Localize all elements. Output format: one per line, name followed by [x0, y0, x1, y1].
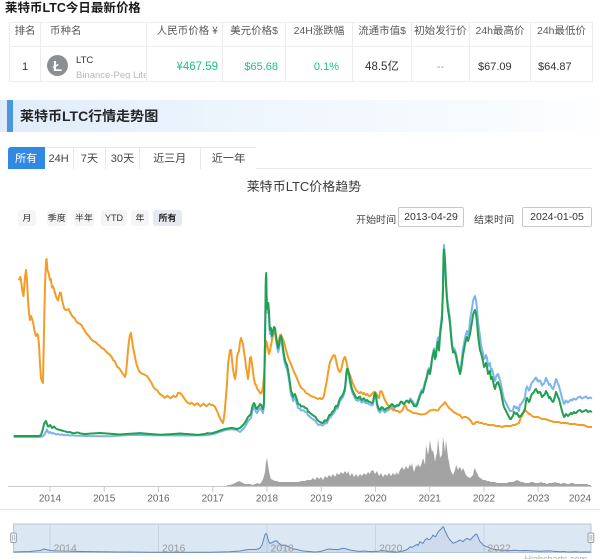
svg-text:2014: 2014	[39, 494, 62, 505]
svg-text:2018: 2018	[256, 494, 279, 505]
svg-text:2022: 2022	[488, 543, 512, 555]
svg-text:2014: 2014	[54, 543, 78, 555]
svg-text:2024: 2024	[569, 494, 592, 505]
svg-text:2019: 2019	[310, 494, 333, 505]
svg-text:2015: 2015	[93, 494, 116, 505]
svg-text:2021: 2021	[419, 494, 442, 505]
svg-text:2022: 2022	[473, 494, 496, 505]
svg-text:2020: 2020	[379, 543, 403, 555]
svg-text:2020: 2020	[364, 494, 387, 505]
svg-text:2018: 2018	[271, 543, 295, 555]
svg-text:2023: 2023	[527, 494, 550, 505]
svg-text:2016: 2016	[147, 494, 170, 505]
svg-text:2016: 2016	[162, 543, 186, 555]
svg-text:2017: 2017	[202, 494, 225, 505]
svg-text:Highcharts.com: Highcharts.com	[524, 554, 587, 559]
